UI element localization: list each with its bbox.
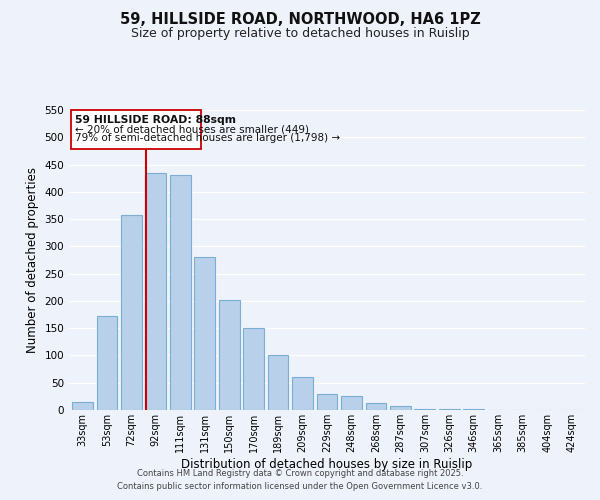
FancyBboxPatch shape (71, 110, 201, 150)
Bar (415, 409, 435, 410)
Bar (145, 172, 166, 410)
Bar (219, 300, 239, 410)
Bar (292, 378, 313, 410)
Bar (243, 328, 264, 410)
Text: 59, HILLSIDE ROAD, NORTHWOOD, HA6 1PZ: 59, HILLSIDE ROAD, NORTHWOOD, HA6 1PZ (119, 12, 481, 28)
Bar (317, 394, 337, 410)
X-axis label: Distribution of detached houses by size in Ruislip: Distribution of detached houses by size … (181, 458, 473, 470)
Text: 79% of semi-detached houses are larger (1,798) →: 79% of semi-detached houses are larger (… (75, 133, 340, 143)
Bar (97, 316, 117, 410)
Bar (365, 403, 386, 410)
Bar (72, 402, 93, 410)
Text: Contains public sector information licensed under the Open Government Licence v3: Contains public sector information licen… (118, 482, 482, 491)
Text: Size of property relative to detached houses in Ruislip: Size of property relative to detached ho… (131, 28, 469, 40)
Bar (121, 216, 142, 410)
Bar (194, 258, 215, 410)
Bar (341, 396, 362, 410)
Bar (170, 176, 191, 410)
Y-axis label: Number of detached properties: Number of detached properties (26, 167, 39, 353)
Text: ← 20% of detached houses are smaller (449): ← 20% of detached houses are smaller (44… (75, 124, 309, 134)
Text: Contains HM Land Registry data © Crown copyright and database right 2025.: Contains HM Land Registry data © Crown c… (137, 468, 463, 477)
Bar (390, 406, 411, 410)
Text: 59 HILLSIDE ROAD: 88sqm: 59 HILLSIDE ROAD: 88sqm (75, 115, 236, 125)
Bar (268, 356, 289, 410)
